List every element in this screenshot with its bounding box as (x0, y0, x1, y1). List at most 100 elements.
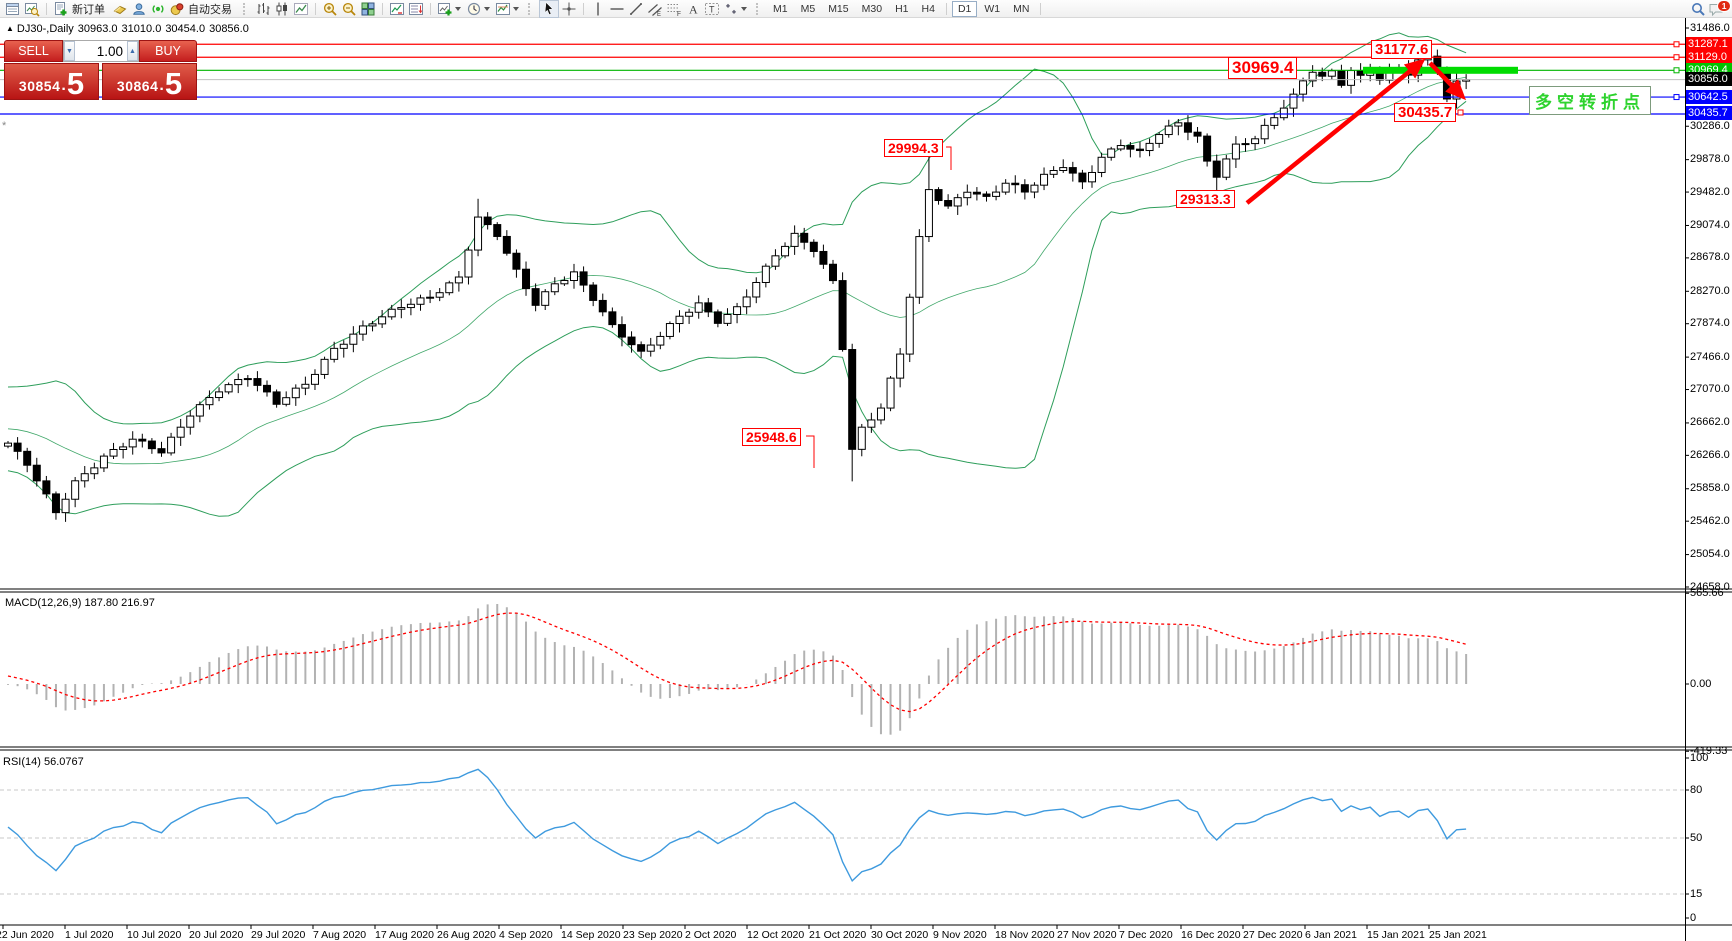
date-axis-label: 2 Oct 2020 (685, 929, 737, 941)
price-axis-tick: 29074.0 (1690, 218, 1730, 231)
sell-button[interactable]: SELL (4, 40, 63, 62)
zoom-out-icon[interactable] (340, 1, 358, 17)
line-chart-icon[interactable] (292, 1, 310, 17)
price-annotation-29313-3[interactable]: 29313.3 (1176, 190, 1235, 209)
price-axis-tick: 26662.0 (1690, 416, 1730, 429)
svg-text:T: T (709, 4, 715, 14)
buy-price: 30864 (116, 78, 159, 94)
buy-price-panel[interactable]: 30864 . 5 (102, 63, 197, 100)
price-annotation-30969-4[interactable]: 30969.4 (1228, 57, 1298, 79)
svg-text:F: F (677, 11, 681, 17)
symbol-name: DJ30-,Daily (16, 23, 74, 35)
zoom-in-icon[interactable] (321, 1, 339, 17)
toolbar-separator (46, 2, 47, 15)
volume-decrease-button[interactable]: ▼ (64, 41, 75, 61)
date-axis-label: 12 Oct 2020 (747, 929, 805, 941)
vertical-line-icon[interactable] (589, 1, 607, 17)
rsi-axis-tick: 100 (1690, 751, 1709, 764)
price-annotation-25948-6[interactable]: 25948.6 (742, 428, 801, 447)
toolbar-separator (945, 2, 947, 15)
new-chart-dropdown-caret[interactable] (455, 6, 461, 11)
macd-axis-tick: -419.33 (1690, 744, 1728, 757)
rsi-axis-tick: 15 (1690, 887, 1703, 900)
search-icon[interactable] (1689, 1, 1707, 17)
price-annotation-30435-7[interactable]: 30435.7 (1394, 103, 1457, 123)
crosshair-icon[interactable] (560, 1, 578, 17)
templates-dropdown-caret[interactable] (513, 6, 519, 11)
toolbar-separator (243, 2, 248, 15)
period-dropdown-caret[interactable] (484, 6, 490, 11)
signal-icon[interactable] (149, 1, 167, 17)
date-axis-label: 29 Jul 2020 (251, 929, 306, 941)
toolbar-separator (1040, 2, 1042, 15)
price-annotation-31177-6[interactable]: 31177.6 (1371, 40, 1433, 60)
rsi-axis-tick: 80 (1690, 783, 1703, 796)
candlestick-chart-icon[interactable] (273, 1, 291, 17)
new-order-label[interactable]: 新订单 (72, 3, 105, 16)
toolbar-separator (583, 2, 584, 15)
bar-chart-icon[interactable] (254, 1, 272, 17)
tile-windows-icon[interactable] (359, 1, 377, 17)
chart-marker-icon: ▲ (6, 24, 14, 33)
gold-bar-icon[interactable] (111, 1, 129, 17)
channel-icon[interactable]: E (646, 1, 664, 17)
timeframe-W1[interactable]: W1 (984, 2, 1001, 15)
chart-object-marker: * (2, 120, 7, 132)
sell-price: 30854 (18, 78, 61, 94)
volume-increase-button[interactable]: ▲ (127, 41, 138, 61)
sell-price-panel[interactable]: 30854 . 5 (4, 63, 99, 100)
date-axis-label: 7 Aug 2020 (313, 929, 367, 941)
timeframe-H4[interactable]: H4 (921, 2, 935, 15)
timeframe-M1[interactable]: M1 (773, 2, 788, 15)
timeframe-M5[interactable]: M5 (800, 2, 816, 15)
ohlc-close: 30856.0 (209, 23, 249, 35)
indicators-icon[interactable] (388, 1, 406, 17)
text-icon[interactable]: A (684, 1, 702, 17)
date-axis-label: 26 Aug 2020 (437, 929, 496, 941)
buy-button[interactable]: BUY (139, 40, 197, 62)
ohlc-open: 30963.0 (77, 23, 118, 35)
timeframe-M15[interactable]: M15 (828, 2, 849, 15)
arrows-dropdown-caret[interactable] (741, 6, 747, 11)
indicator-list-icon[interactable] (407, 1, 425, 17)
timeframe-H1[interactable]: H1 (895, 2, 909, 15)
arrows-icon[interactable] (722, 1, 740, 17)
date-axis-label: 18 Nov 2020 (995, 929, 1055, 941)
toolbar-separator (756, 2, 761, 15)
timeframe-MN[interactable]: MN (1013, 2, 1030, 15)
chart-window-icon[interactable] (4, 1, 22, 17)
turning-point-label[interactable]: 多空转折点 (1529, 86, 1651, 115)
auto-trading-label[interactable]: 自动交易 (188, 3, 232, 16)
price-axis-tick: 30286.0 (1690, 119, 1730, 132)
price-axis-tick: 24658.0 (1690, 580, 1730, 593)
price-axis-tick: 25462.0 (1690, 514, 1730, 527)
date-axis-label: 20 Jul 2020 (189, 929, 244, 941)
rsi-axis-tick: 50 (1690, 831, 1703, 844)
price-axis-tick: 27070.0 (1690, 383, 1730, 396)
horizontal-line-icon[interactable] (608, 1, 626, 17)
price-axis-badge: 31129.0 (1686, 49, 1732, 64)
timeframe-M30[interactable]: M30 (861, 2, 883, 15)
ohlc-high: 31010.0 (121, 23, 162, 35)
market-watch-icon[interactable] (23, 1, 41, 17)
community-icon[interactable] (130, 1, 148, 17)
auto-trading-icon[interactable] (168, 1, 186, 17)
new-order-icon[interactable] (52, 1, 70, 17)
date-axis-label: 15 Jan 2021 (1367, 929, 1425, 941)
date-axis-label: 4 Sep 2020 (499, 929, 553, 941)
period-icon[interactable] (465, 1, 483, 17)
notification-badge[interactable]: 1 (1717, 0, 1731, 12)
date-axis-label: 21 Oct 2020 (809, 929, 867, 941)
cursor-icon[interactable] (539, 0, 559, 18)
fibonacci-icon[interactable]: F (665, 1, 683, 17)
price-axis-tick: 25054.0 (1690, 548, 1730, 561)
templates-icon[interactable] (494, 1, 512, 17)
timeframe-D1[interactable]: D1 (951, 0, 978, 17)
trendline-icon[interactable] (627, 1, 645, 17)
chat-icon[interactable]: 1 (1708, 0, 1731, 17)
text-label-icon[interactable]: T (703, 1, 721, 17)
price-annotation-29994-3[interactable]: 29994.3 (884, 139, 943, 158)
volume-input[interactable] (74, 41, 128, 61)
new-chart-icon[interactable] (436, 1, 454, 17)
